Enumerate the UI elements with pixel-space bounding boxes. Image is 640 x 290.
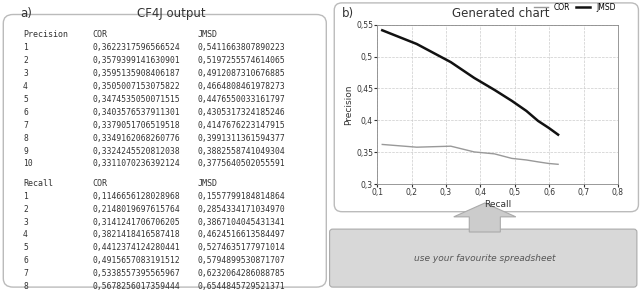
Text: 0,4664808461978273: 0,4664808461978273	[198, 82, 285, 91]
JMSD	[545, 126, 552, 130]
Text: 0,3622317596566524: 0,3622317596566524	[92, 43, 180, 52]
Text: COR: COR	[92, 30, 108, 39]
Text: 0,2148019697615764: 0,2148019697615764	[92, 205, 180, 214]
Text: 0,3324245520812038: 0,3324245520812038	[92, 147, 180, 156]
Text: 5: 5	[23, 95, 28, 104]
Text: 7: 7	[23, 269, 28, 278]
Text: Recall: Recall	[23, 179, 53, 188]
COR	[378, 143, 386, 146]
COR	[413, 146, 420, 149]
COR	[534, 160, 542, 164]
Text: 2: 2	[23, 56, 28, 65]
Text: JMSD: JMSD	[198, 30, 218, 39]
Text: 1: 1	[23, 43, 28, 52]
Text: CF4J output: CF4J output	[137, 7, 205, 20]
Text: 0,4476550033161797: 0,4476550033161797	[198, 95, 285, 104]
Text: 0,3379051706519518: 0,3379051706519518	[92, 121, 180, 130]
Text: b): b)	[342, 7, 354, 20]
JMSD	[508, 99, 516, 103]
JMSD	[470, 76, 478, 80]
JMSD	[554, 133, 562, 136]
Text: 0,6544845729521371: 0,6544845729521371	[198, 282, 285, 290]
Text: 0,3311070236392124: 0,3311070236392124	[92, 160, 180, 168]
Text: 0,4412374124280441: 0,4412374124280441	[92, 243, 180, 252]
Text: JMSD: JMSD	[198, 179, 218, 188]
Text: 0,1146656128028968: 0,1146656128028968	[92, 192, 180, 201]
Text: 3: 3	[23, 218, 28, 226]
FancyBboxPatch shape	[334, 3, 639, 212]
FancyBboxPatch shape	[330, 229, 637, 287]
Text: 8: 8	[23, 282, 28, 290]
Text: use your favourite spreadsheet: use your favourite spreadsheet	[414, 253, 556, 263]
JMSD	[491, 88, 499, 92]
Text: Precision: Precision	[23, 30, 68, 39]
Line: JMSD: JMSD	[382, 30, 558, 135]
Text: Generated chart: Generated chart	[452, 7, 549, 20]
Text: 6: 6	[23, 256, 28, 265]
Text: a): a)	[20, 7, 31, 20]
Text: 7: 7	[23, 121, 28, 130]
Text: 0,6232064286088785: 0,6232064286088785	[198, 269, 285, 278]
Text: 0,3141241706706205: 0,3141241706706205	[92, 218, 180, 226]
Text: 5: 5	[23, 243, 28, 252]
Text: 0,1557799184814864: 0,1557799184814864	[198, 192, 285, 201]
Text: 0,3821418416587418: 0,3821418416587418	[92, 231, 180, 240]
Polygon shape	[454, 203, 516, 232]
Text: 0,4915657083191512: 0,4915657083191512	[92, 256, 180, 265]
Text: 8: 8	[23, 134, 28, 143]
Legend: COR, JMSD: COR, JMSD	[531, 0, 619, 15]
Text: COR: COR	[92, 179, 108, 188]
COR	[545, 162, 552, 165]
Text: 0,5338557395565967: 0,5338557395565967	[92, 269, 180, 278]
Text: 0,3595135908406187: 0,3595135908406187	[92, 69, 180, 78]
Text: 0,3579399141630901: 0,3579399141630901	[92, 56, 180, 65]
Text: 0,3991311361594377: 0,3991311361594377	[198, 134, 285, 143]
Text: 9: 9	[23, 147, 28, 156]
Y-axis label: Precision: Precision	[344, 84, 353, 125]
Text: 2: 2	[23, 205, 28, 214]
Text: 4: 4	[23, 82, 28, 91]
Text: 0,5274635177971014: 0,5274635177971014	[198, 243, 285, 252]
COR	[508, 157, 516, 160]
Text: 0,4912087310676885: 0,4912087310676885	[198, 69, 285, 78]
Text: 0,5794899530871707: 0,5794899530871707	[198, 256, 285, 265]
Text: 0,4147676223147915: 0,4147676223147915	[198, 121, 285, 130]
COR	[491, 152, 499, 156]
Text: 3: 3	[23, 69, 28, 78]
Text: 0,4624516613584497: 0,4624516613584497	[198, 231, 285, 240]
FancyBboxPatch shape	[3, 14, 326, 287]
COR	[447, 144, 454, 148]
Text: 6: 6	[23, 108, 28, 117]
COR	[470, 150, 478, 154]
Text: 0,3775640502055591: 0,3775640502055591	[198, 160, 285, 168]
Text: 0,3867104045431341: 0,3867104045431341	[198, 218, 285, 226]
Text: 10: 10	[23, 160, 33, 168]
Text: 0,5678256017359444: 0,5678256017359444	[92, 282, 180, 290]
Text: 0,4305317324185246: 0,4305317324185246	[198, 108, 285, 117]
X-axis label: Recall: Recall	[484, 200, 511, 209]
JMSD	[522, 109, 530, 113]
Line: COR: COR	[382, 144, 558, 164]
COR	[522, 158, 530, 162]
Text: 0,3882558741049304: 0,3882558741049304	[198, 147, 285, 156]
JMSD	[534, 119, 542, 123]
Text: 4: 4	[23, 231, 28, 240]
COR	[554, 163, 562, 166]
JMSD	[447, 60, 454, 64]
Text: 0,3349162068260776: 0,3349162068260776	[92, 134, 180, 143]
Text: 0,5411663807890223: 0,5411663807890223	[198, 43, 285, 52]
Text: 0,5197255574614065: 0,5197255574614065	[198, 56, 285, 65]
Text: 0,3403576537911301: 0,3403576537911301	[92, 108, 180, 117]
JMSD	[413, 42, 420, 46]
Text: 0,3474535050071515: 0,3474535050071515	[92, 95, 180, 104]
Text: 1: 1	[23, 192, 28, 201]
Text: 0,3505007153075822: 0,3505007153075822	[92, 82, 180, 91]
Text: 0,2854334171034970: 0,2854334171034970	[198, 205, 285, 214]
JMSD	[378, 28, 386, 32]
